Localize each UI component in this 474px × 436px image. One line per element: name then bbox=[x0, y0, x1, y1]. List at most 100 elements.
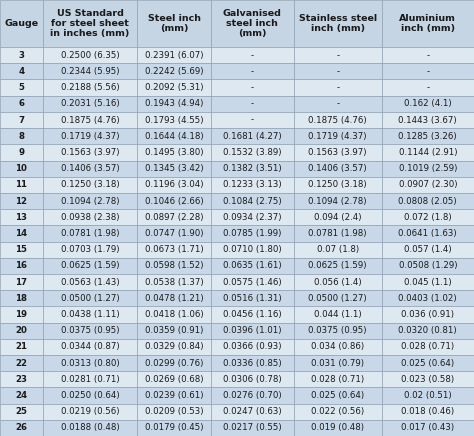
Bar bbox=[294, 274, 382, 290]
Text: 0.2031 (5.16): 0.2031 (5.16) bbox=[61, 99, 119, 108]
Text: 20: 20 bbox=[15, 326, 27, 335]
Text: 0.1250 (3.18): 0.1250 (3.18) bbox=[309, 181, 367, 189]
Text: 0.1875 (4.76): 0.1875 (4.76) bbox=[61, 116, 119, 125]
Bar bbox=[0, 355, 43, 371]
Text: 0.1793 (4.55): 0.1793 (4.55) bbox=[145, 116, 203, 125]
Text: 0.028 (0.71): 0.028 (0.71) bbox=[401, 342, 455, 351]
Text: 0.2188 (5.56): 0.2188 (5.56) bbox=[61, 83, 119, 92]
Bar bbox=[211, 323, 294, 339]
Bar bbox=[211, 404, 294, 420]
Text: 0.1681 (4.27): 0.1681 (4.27) bbox=[223, 132, 282, 141]
Text: 0.0375 (0.95): 0.0375 (0.95) bbox=[309, 326, 367, 335]
Text: Stainless steel
inch (mm): Stainless steel inch (mm) bbox=[299, 14, 377, 33]
Text: 0.057 (1.4): 0.057 (1.4) bbox=[404, 245, 452, 254]
Text: 0.0747 (1.90): 0.0747 (1.90) bbox=[145, 229, 203, 238]
Bar bbox=[294, 323, 382, 339]
Text: 11: 11 bbox=[15, 181, 27, 189]
Bar bbox=[43, 0, 137, 47]
Bar bbox=[294, 225, 382, 242]
Bar bbox=[43, 209, 137, 225]
Text: 16: 16 bbox=[15, 261, 27, 270]
Text: 0.0703 (1.79): 0.0703 (1.79) bbox=[61, 245, 119, 254]
Text: 0.1250 (3.18): 0.1250 (3.18) bbox=[61, 181, 119, 189]
Bar bbox=[382, 112, 474, 128]
Bar bbox=[211, 193, 294, 209]
Bar bbox=[137, 95, 211, 112]
Text: Aluminium
inch (mm): Aluminium inch (mm) bbox=[400, 14, 456, 33]
Bar bbox=[43, 112, 137, 128]
Text: 0.0641 (1.63): 0.0641 (1.63) bbox=[399, 229, 457, 238]
Text: 13: 13 bbox=[15, 213, 27, 222]
Bar bbox=[43, 225, 137, 242]
Text: 0.0219 (0.56): 0.0219 (0.56) bbox=[61, 407, 119, 416]
Bar bbox=[137, 193, 211, 209]
Text: 24: 24 bbox=[15, 391, 27, 400]
Bar bbox=[137, 258, 211, 274]
Bar bbox=[382, 371, 474, 388]
Text: 0.2500 (6.35): 0.2500 (6.35) bbox=[61, 51, 119, 60]
Bar bbox=[0, 323, 43, 339]
Text: 0.2092 (5.31): 0.2092 (5.31) bbox=[145, 83, 203, 92]
Bar bbox=[294, 47, 382, 63]
Text: 21: 21 bbox=[15, 342, 27, 351]
Text: 0.1285 (3.26): 0.1285 (3.26) bbox=[399, 132, 457, 141]
Bar bbox=[211, 258, 294, 274]
Bar bbox=[382, 225, 474, 242]
Bar bbox=[294, 258, 382, 274]
Text: 0.025 (0.64): 0.025 (0.64) bbox=[311, 391, 365, 400]
Text: 23: 23 bbox=[15, 375, 27, 384]
Text: 0.0598 (1.52): 0.0598 (1.52) bbox=[145, 261, 203, 270]
Text: 0.1563 (3.97): 0.1563 (3.97) bbox=[309, 148, 367, 157]
Bar bbox=[294, 387, 382, 404]
Bar bbox=[294, 404, 382, 420]
Bar bbox=[294, 63, 382, 79]
Text: 0.2242 (5.69): 0.2242 (5.69) bbox=[145, 67, 203, 76]
Bar bbox=[0, 339, 43, 355]
Text: 0.0438 (1.11): 0.0438 (1.11) bbox=[61, 310, 119, 319]
Bar bbox=[382, 290, 474, 307]
Text: 0.1094 (2.78): 0.1094 (2.78) bbox=[309, 197, 367, 205]
Bar bbox=[0, 258, 43, 274]
Bar bbox=[382, 404, 474, 420]
Text: 0.1644 (4.18): 0.1644 (4.18) bbox=[145, 132, 203, 141]
Text: 0.094 (2.4): 0.094 (2.4) bbox=[314, 213, 362, 222]
Bar bbox=[137, 47, 211, 63]
Text: 5: 5 bbox=[18, 83, 24, 92]
Text: 4: 4 bbox=[18, 67, 24, 76]
Text: 3: 3 bbox=[18, 51, 24, 60]
Bar bbox=[137, 420, 211, 436]
Bar bbox=[0, 242, 43, 258]
Bar bbox=[43, 387, 137, 404]
Bar bbox=[382, 209, 474, 225]
Text: 12: 12 bbox=[15, 197, 27, 205]
Bar bbox=[0, 0, 43, 47]
Text: -: - bbox=[426, 51, 429, 60]
Bar bbox=[0, 193, 43, 209]
Text: 0.1719 (4.37): 0.1719 (4.37) bbox=[309, 132, 367, 141]
Bar bbox=[211, 177, 294, 193]
Bar bbox=[43, 177, 137, 193]
Text: 0.0250 (0.64): 0.0250 (0.64) bbox=[61, 391, 119, 400]
Bar bbox=[43, 323, 137, 339]
Bar bbox=[211, 225, 294, 242]
Text: 0.0625 (1.59): 0.0625 (1.59) bbox=[309, 261, 367, 270]
Text: 0.0478 (1.21): 0.0478 (1.21) bbox=[145, 294, 203, 303]
Bar bbox=[137, 290, 211, 307]
Bar bbox=[43, 339, 137, 355]
Text: 0.056 (1.4): 0.056 (1.4) bbox=[314, 278, 362, 286]
Bar bbox=[137, 242, 211, 258]
Bar bbox=[0, 307, 43, 323]
Bar bbox=[137, 387, 211, 404]
Bar bbox=[211, 307, 294, 323]
Text: 0.02 (0.51): 0.02 (0.51) bbox=[404, 391, 452, 400]
Text: 0.0344 (0.87): 0.0344 (0.87) bbox=[61, 342, 119, 351]
Bar bbox=[294, 0, 382, 47]
Bar bbox=[211, 0, 294, 47]
Bar bbox=[211, 47, 294, 63]
Text: 0.1495 (3.80): 0.1495 (3.80) bbox=[145, 148, 203, 157]
Bar bbox=[137, 128, 211, 144]
Bar bbox=[137, 160, 211, 177]
Bar bbox=[382, 0, 474, 47]
Text: 0.1094 (2.78): 0.1094 (2.78) bbox=[61, 197, 119, 205]
Text: Gauge: Gauge bbox=[4, 19, 38, 28]
